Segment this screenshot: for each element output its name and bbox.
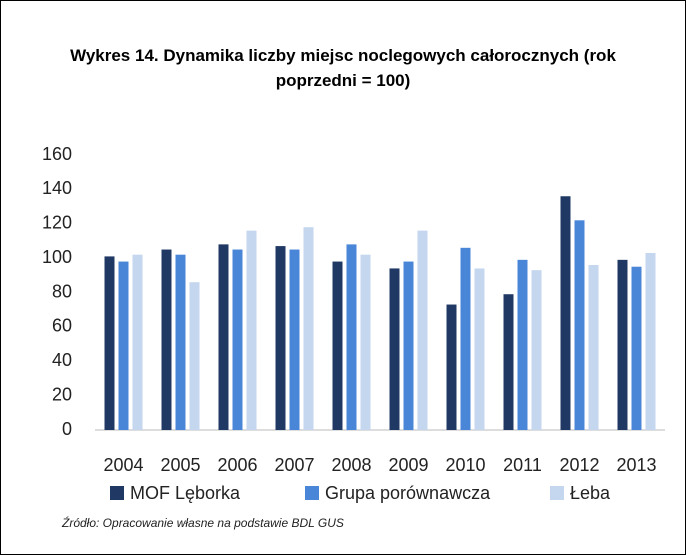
- bar: [161, 249, 172, 430]
- bar: [218, 244, 229, 430]
- bar: [175, 254, 186, 430]
- y-tick-label: 60: [52, 316, 72, 336]
- bar: [403, 261, 414, 430]
- bar: [104, 256, 115, 430]
- x-tick-label: 2009: [388, 455, 428, 475]
- bar: [474, 268, 485, 430]
- bar: [303, 227, 314, 430]
- bar: [417, 230, 428, 430]
- bar: [588, 265, 599, 430]
- bar: [460, 247, 471, 430]
- legend-swatch: [305, 486, 319, 500]
- bar: [503, 294, 514, 430]
- chart-title: Wykres 14. Dynamika liczby miejsc nocleg…: [70, 46, 616, 90]
- bar: [389, 268, 400, 430]
- bar: [517, 259, 528, 430]
- y-tick-label: 0: [62, 419, 72, 439]
- y-tick-label: 20: [52, 384, 72, 404]
- bar: [560, 196, 571, 430]
- x-tick-label: 2012: [559, 455, 599, 475]
- bar: [189, 282, 200, 430]
- x-tick-label: 2005: [160, 455, 200, 475]
- x-tick-label: 2006: [217, 455, 257, 475]
- y-tick-label: 40: [52, 350, 72, 370]
- y-tick-label: 80: [52, 281, 72, 301]
- bar: [346, 244, 357, 430]
- y-tick-label: 140: [42, 178, 72, 198]
- legend-label: Grupa porównawcza: [325, 483, 491, 503]
- bar: [645, 252, 656, 430]
- x-tick-label: 2010: [445, 455, 485, 475]
- source: Źródło: Opracowanie własne na podstawie …: [61, 515, 344, 530]
- bar: [574, 220, 585, 430]
- y-tick-label: 160: [42, 144, 72, 164]
- legend-label: MOF Lęborka: [130, 483, 241, 503]
- bar: [617, 259, 628, 430]
- y-tick-label: 120: [42, 213, 72, 233]
- bar: [118, 261, 129, 430]
- x-tick-label: 2007: [274, 455, 314, 475]
- bar: [289, 249, 300, 430]
- bar: [246, 230, 257, 430]
- bar: [446, 304, 457, 430]
- x-tick-label: 2008: [331, 455, 371, 475]
- bar: [232, 249, 243, 430]
- bar: [631, 266, 642, 430]
- legend-swatch: [110, 486, 124, 500]
- bar: [531, 270, 542, 430]
- legend-swatch: [550, 486, 564, 500]
- legend-label: Łeba: [570, 483, 611, 503]
- bar: [360, 254, 371, 430]
- x-tick-label: 2004: [103, 455, 143, 475]
- bar: [275, 246, 286, 430]
- x-tick-label: 2011: [503, 455, 542, 475]
- bar: [132, 254, 143, 430]
- bar: [332, 261, 343, 430]
- x-tick-label: 2013: [616, 455, 656, 475]
- y-tick-label: 100: [42, 247, 72, 267]
